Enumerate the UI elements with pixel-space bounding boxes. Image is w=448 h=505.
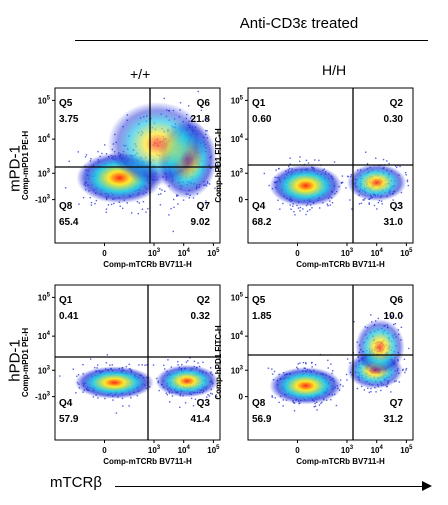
x-tick-label: 105 bbox=[207, 248, 220, 258]
x-tick-label: 103 bbox=[341, 445, 354, 455]
quadrant-name-lower-right: Q3 bbox=[390, 201, 404, 212]
quadrant-name-upper-right: Q6 bbox=[390, 295, 404, 306]
x-tick-label: 103 bbox=[341, 248, 354, 258]
y-tick-label: 103 bbox=[38, 168, 51, 178]
quadrant-percent-lower-right: 9.02 bbox=[191, 217, 211, 228]
y-tick-label: 104 bbox=[38, 134, 51, 144]
column-header-wildtype: +/+ bbox=[130, 66, 151, 82]
quadrant-name-lower-right: Q3 bbox=[197, 398, 211, 409]
flow-plot-bottom-right: Q5 1.85 Q6 10.0 Q8 56.9 Q7 31.2 0 103 104 105 Comp-m… bbox=[214, 284, 414, 466]
quadrant-name-lower-left: Q8 bbox=[252, 398, 266, 409]
quadrant-name-lower-left: Q4 bbox=[252, 201, 266, 212]
y-tick-label: 105 bbox=[231, 292, 244, 302]
quadrant-percent-lower-right: 41.4 bbox=[191, 414, 211, 425]
x-tick-label: 105 bbox=[400, 248, 413, 258]
x-arrowhead bbox=[422, 481, 432, 491]
x-tick-label: 104 bbox=[178, 445, 191, 455]
quadrant-name-lower-left: Q4 bbox=[59, 398, 73, 409]
y-axis-label: Comp-hPD1 FITC-H bbox=[214, 325, 223, 399]
quadrant-percent-lower-right: 31.2 bbox=[384, 414, 404, 425]
y-tick-label: 103 bbox=[38, 365, 51, 375]
x-axis-label: Comp-mTCRb BV711-H bbox=[103, 260, 192, 269]
quadrant-percent-lower-left: 56.9 bbox=[252, 414, 272, 425]
y-axis-label: Comp-mPD1 PE-H bbox=[21, 328, 30, 398]
density-population-3 bbox=[355, 319, 405, 375]
quadrant-percent-upper-right: 0.32 bbox=[191, 311, 211, 322]
y-tick-label: 105 bbox=[38, 292, 51, 302]
x-tick-label: 105 bbox=[400, 445, 413, 455]
figure-title: Anti-CD3ε treated bbox=[239, 15, 359, 32]
quadrant-percent-upper-right: 0.30 bbox=[384, 114, 404, 125]
quadrant-name-upper-left: Q1 bbox=[252, 98, 266, 109]
density-population-3 bbox=[107, 101, 207, 186]
quadrant-name-upper-right: Q2 bbox=[197, 295, 211, 306]
quadrant-percent-upper-right: 10.0 bbox=[384, 311, 404, 322]
x-tick-label: 105 bbox=[207, 445, 220, 455]
x-tick-label: 103 bbox=[148, 248, 161, 258]
quadrant-percent-upper-left: 3.75 bbox=[59, 114, 79, 125]
plot-frame bbox=[54, 284, 221, 441]
x-axis-label: Comp-mTCRb BV711-H bbox=[296, 457, 385, 466]
y-axis-label: Comp-mPD1 PE-H bbox=[21, 131, 30, 201]
density-population-1 bbox=[269, 367, 343, 405]
x-arrow-label: mTCRβ bbox=[50, 474, 102, 491]
quadrant-name-lower-right: Q7 bbox=[197, 201, 211, 212]
x-tick-label: 0 bbox=[295, 446, 300, 455]
y-tick-label: 0 bbox=[239, 393, 244, 402]
x-tick-label: 0 bbox=[102, 249, 107, 258]
title-underline bbox=[75, 40, 428, 41]
quadrant-name-upper-left: Q5 bbox=[59, 98, 73, 109]
quadrant-percent-lower-right: 31.0 bbox=[384, 217, 404, 228]
quadrant-percent-lower-left: 57.9 bbox=[59, 414, 79, 425]
density-population-2 bbox=[155, 364, 219, 398]
x-tick-label: 0 bbox=[102, 446, 107, 455]
quadrant-percent-upper-left: 0.41 bbox=[59, 311, 79, 322]
column-header-humanized: H/H bbox=[322, 62, 347, 78]
quadrant-percent-upper-right: 21.8 bbox=[191, 114, 211, 125]
x-axis-label: Comp-mTCRb BV711-H bbox=[296, 260, 385, 269]
y-tick-label: 103 bbox=[231, 365, 244, 375]
y-axis-label: Comp-hPD1 FITC-H bbox=[214, 128, 223, 202]
x-arrow-line bbox=[115, 486, 425, 487]
y-tick-label: -103 bbox=[35, 392, 51, 402]
y-tick-label: 105 bbox=[38, 95, 51, 105]
quadrant-name-lower-left: Q8 bbox=[59, 201, 73, 212]
quadrant-percent-lower-left: 65.4 bbox=[59, 217, 79, 228]
quadrant-name-upper-left: Q5 bbox=[252, 295, 266, 306]
x-axis-label: Comp-mTCRb BV711-H bbox=[103, 457, 192, 466]
flow-plot-top-right: Q1 0.60 Q2 0.30 Q4 68.2 Q3 31.0 0 103 104 105 Comp-m… bbox=[214, 87, 414, 269]
quadrant-name-upper-right: Q2 bbox=[390, 98, 404, 109]
quadrant-name-upper-left: Q1 bbox=[59, 295, 73, 306]
y-tick-label: 0 bbox=[239, 196, 244, 205]
x-tick-label: 0 bbox=[295, 249, 300, 258]
y-tick-label: 104 bbox=[38, 331, 51, 341]
x-tick-label: 104 bbox=[178, 248, 191, 258]
y-tick-label: 105 bbox=[231, 95, 244, 105]
density-population-2 bbox=[347, 163, 407, 202]
flow-plot-top-left: Q5 3.75 Q6 21.8 Q8 65.4 Q7 9.02 0 103 104 105 Comp-m… bbox=[21, 87, 221, 269]
quadrant-percent-lower-left: 68.2 bbox=[252, 217, 272, 228]
density-population-1 bbox=[74, 366, 154, 399]
quadrant-name-upper-right: Q6 bbox=[197, 98, 211, 109]
x-tick-label: 104 bbox=[371, 248, 384, 258]
x-tick-label: 104 bbox=[371, 445, 384, 455]
y-tick-label: 103 bbox=[231, 168, 244, 178]
y-tick-label: 104 bbox=[231, 331, 244, 341]
flow-plot-bottom-left: Q1 0.41 Q2 0.32 Q4 57.9 Q3 41.4 0 103 104 105 Comp-m… bbox=[21, 284, 221, 466]
quadrant-percent-upper-left: 0.60 bbox=[252, 114, 272, 125]
y-tick-label: 104 bbox=[231, 134, 244, 144]
quadrant-percent-upper-left: 1.85 bbox=[252, 311, 272, 322]
quadrant-name-lower-right: Q7 bbox=[390, 398, 404, 409]
density-population-1 bbox=[269, 164, 343, 207]
x-tick-label: 103 bbox=[148, 445, 161, 455]
y-tick-label: -103 bbox=[35, 195, 51, 205]
